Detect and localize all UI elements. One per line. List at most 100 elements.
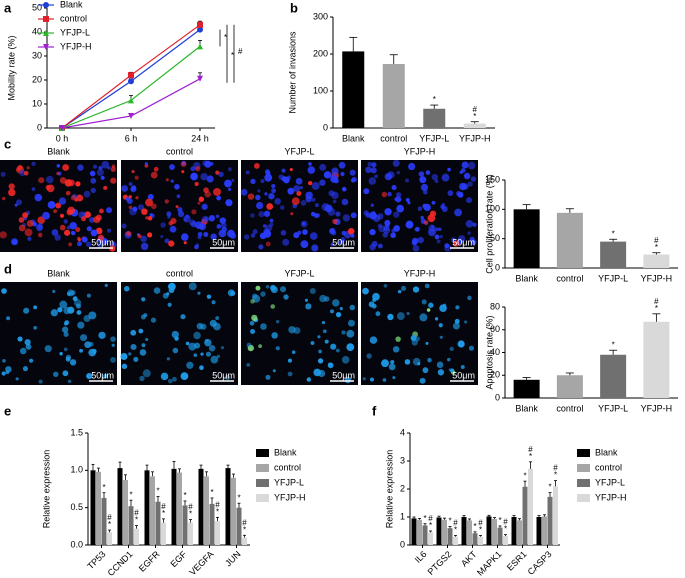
x-tick-label: YFJP-L: [419, 133, 449, 143]
cell: [121, 363, 128, 370]
micrograph: [241, 282, 358, 385]
bar: [198, 468, 204, 545]
cell: [437, 369, 445, 376]
cell: [385, 222, 390, 228]
bar: [467, 520, 472, 545]
cell: [255, 194, 261, 201]
significance-mark: *: [183, 491, 186, 500]
cell: [33, 325, 37, 330]
cell: [412, 240, 418, 246]
cell: [250, 178, 256, 185]
cell: [170, 217, 177, 224]
cell: [134, 175, 139, 180]
cell: [296, 191, 302, 196]
cell: [260, 323, 267, 330]
cell: [169, 164, 175, 170]
cell: [338, 240, 343, 245]
cell: [441, 173, 450, 182]
bar: [447, 528, 453, 545]
cell: [204, 216, 209, 221]
cell: [77, 164, 84, 171]
cell: [412, 244, 420, 252]
cell: [18, 224, 26, 232]
cell: [131, 170, 135, 174]
cell: [180, 372, 189, 381]
cell: [216, 195, 222, 201]
cell: [346, 343, 355, 352]
cell: [53, 209, 58, 213]
cell: [412, 357, 421, 366]
cell: [166, 292, 170, 296]
cell: [103, 185, 108, 190]
cell: [84, 211, 91, 218]
cell: [27, 236, 32, 241]
cell: [256, 201, 264, 210]
legend-label: Blank: [60, 0, 83, 9]
cell: [23, 170, 29, 176]
bar: [528, 468, 533, 545]
cell: [26, 220, 34, 227]
cell: [289, 168, 293, 172]
cell: [137, 234, 142, 239]
cell: [139, 349, 147, 356]
cell: [142, 369, 151, 378]
cell: [1, 196, 6, 201]
cell: [44, 345, 52, 353]
cell: [200, 173, 208, 181]
cell: [76, 194, 84, 202]
y-tick-label: 50: [490, 233, 500, 243]
bar: [486, 516, 492, 545]
significance-mark: *: [498, 516, 501, 525]
cell: [166, 357, 170, 361]
significance-mark: *: [655, 243, 658, 252]
legend-swatch: [577, 494, 590, 502]
x-tick-label: YFJP-H: [641, 273, 673, 283]
cell: [396, 170, 401, 175]
cell: [299, 186, 303, 190]
cell: [392, 159, 400, 167]
cell: [270, 304, 276, 309]
cell: [275, 346, 280, 351]
cell: [190, 220, 198, 228]
y-axis-label: Mobility rate (%): [6, 35, 16, 100]
cell: [381, 359, 389, 368]
cell: [130, 343, 137, 351]
cell: [63, 219, 68, 224]
cell: [419, 313, 428, 322]
cell: [340, 171, 345, 177]
cell: [91, 348, 97, 354]
bar: [411, 518, 417, 545]
cell: [80, 334, 88, 342]
cell: [86, 372, 93, 380]
cell: [77, 321, 85, 329]
cell: [412, 286, 420, 293]
y-tick-label: 0.0: [70, 539, 83, 549]
cell: [307, 166, 316, 174]
cell: [97, 243, 102, 248]
cell: [335, 311, 342, 318]
cell: [85, 241, 92, 248]
significance-mark: *: [655, 304, 658, 313]
bar: [417, 519, 422, 545]
image-title: YFJP-L: [284, 268, 314, 278]
cell: [181, 170, 185, 174]
point: [197, 21, 203, 28]
cell: [324, 339, 329, 344]
cell: [245, 170, 250, 175]
x-tick-label: AKT: [459, 549, 479, 569]
x-tick-label: control: [556, 273, 583, 283]
cell: [368, 301, 375, 308]
cell: [271, 183, 276, 189]
cell: [111, 343, 115, 347]
cell: [439, 335, 443, 339]
significance-mark: *: [479, 526, 482, 535]
cell: [130, 186, 136, 192]
x-tick-label: Blank: [515, 273, 538, 283]
cell: [417, 206, 423, 211]
cell: [225, 199, 233, 207]
cell: [197, 201, 201, 205]
y-tick-label: 1: [400, 511, 405, 521]
cell: [63, 331, 69, 337]
